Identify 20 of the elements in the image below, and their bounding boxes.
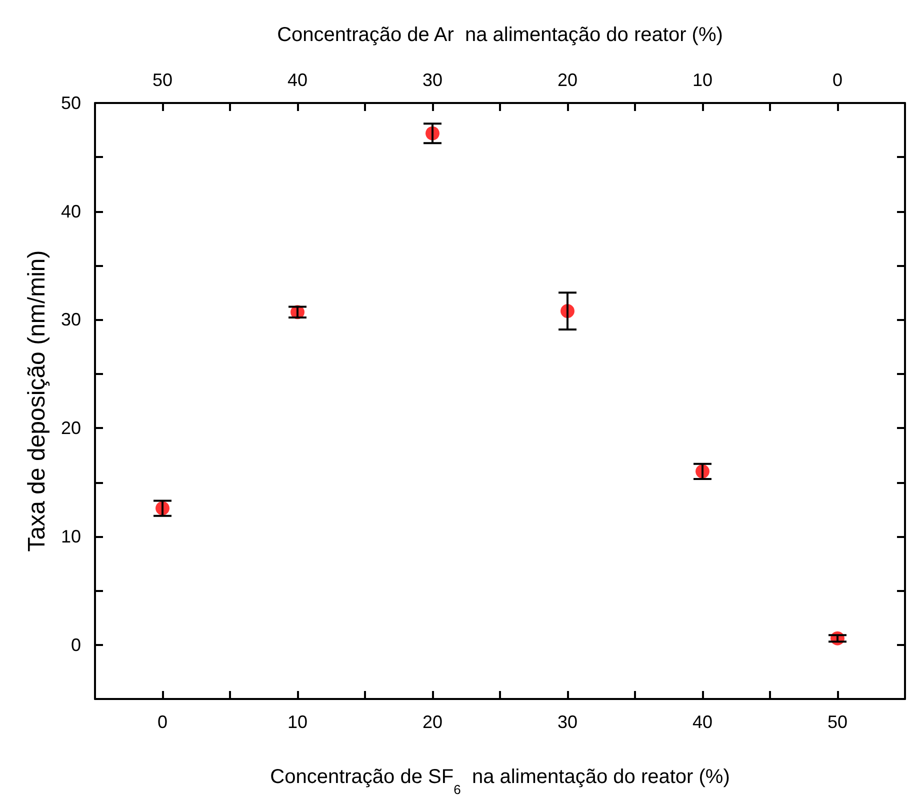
- x2-tick-label: 30: [422, 70, 443, 90]
- y-tick-label: 20: [60, 418, 81, 438]
- x-tick-label: 50: [827, 712, 848, 732]
- x2-tick-label: 0: [832, 70, 843, 90]
- x2-axis-title: Concentração de Ar na alimentação do reator (%): [277, 24, 723, 46]
- y-tick-label: 0: [70, 634, 81, 655]
- y-axis-title: Taxa de deposição (nm/min): [24, 250, 50, 552]
- y-tick-label: 10: [60, 526, 81, 546]
- y-tick-label: 50: [60, 93, 81, 113]
- x-tick-label: 0: [157, 712, 168, 732]
- x2-tick-label: 10: [692, 70, 713, 90]
- x-tick-label: 30: [557, 712, 578, 732]
- x2-tick-label: 40: [287, 70, 308, 90]
- x-tick-label: 20: [422, 712, 443, 732]
- x2-tick-label: 50: [152, 70, 173, 90]
- x-tick-label: 40: [692, 712, 713, 732]
- x-tick-label: 10: [287, 712, 308, 732]
- x2-tick-label: 20: [557, 70, 578, 90]
- y-tick-label: 40: [60, 201, 81, 222]
- y-tick-label: 30: [60, 310, 81, 330]
